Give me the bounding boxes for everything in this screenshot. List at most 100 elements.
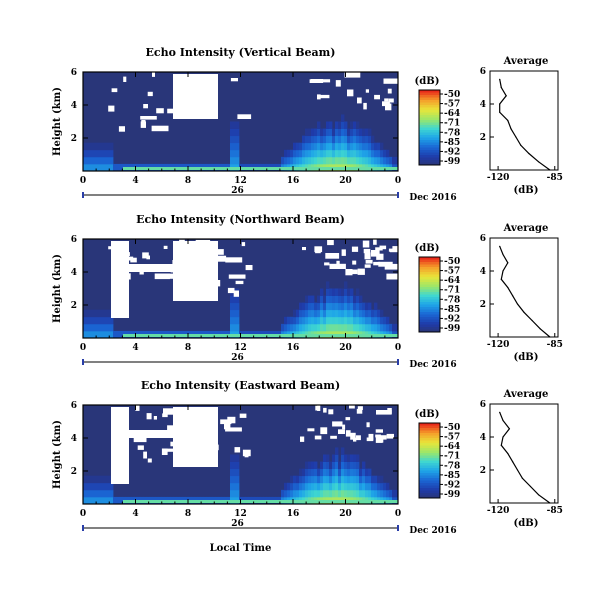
missing-data-patch bbox=[111, 88, 118, 93]
profile-x-tick-label: -120 bbox=[487, 506, 510, 516]
profile-title: Average bbox=[503, 223, 549, 234]
colorbar-segment bbox=[419, 152, 440, 156]
missing-data-patch bbox=[362, 240, 370, 248]
heatmap-cell bbox=[95, 149, 99, 158]
heatmap-cell bbox=[356, 135, 360, 144]
heatmap-cell bbox=[338, 135, 342, 144]
heatmap-cell bbox=[341, 468, 345, 477]
missing-data-patch bbox=[123, 76, 127, 82]
heatmap-cell bbox=[104, 482, 108, 491]
colorbar-segment bbox=[419, 297, 440, 300]
missing-data-patch bbox=[366, 422, 370, 428]
heatmap-cell bbox=[356, 295, 360, 304]
heatmap-cell bbox=[323, 475, 327, 484]
heatmap-cell bbox=[371, 475, 375, 484]
missing-data-patch bbox=[386, 433, 394, 439]
missing-data-patch bbox=[225, 257, 243, 263]
colorbar-segment bbox=[419, 430, 440, 434]
heatmap-cell bbox=[341, 149, 345, 158]
colorbar-segment bbox=[419, 312, 440, 315]
heatmap-cell bbox=[101, 142, 105, 151]
heatmap-cell bbox=[107, 163, 111, 172]
missing-data-patch bbox=[137, 445, 144, 450]
missing-data-patch bbox=[349, 405, 355, 409]
missing-data-patch bbox=[345, 417, 351, 421]
heatmap-cell bbox=[293, 316, 297, 325]
heatmap-cell bbox=[368, 135, 372, 144]
heatmap-cell bbox=[344, 316, 348, 325]
heatmap-cell bbox=[236, 489, 240, 498]
heatmap-cell bbox=[293, 149, 297, 158]
heatmap-cell bbox=[284, 489, 288, 498]
missing-data-patch bbox=[383, 78, 401, 84]
heatmap-cell bbox=[284, 316, 288, 325]
heatmap-cell bbox=[95, 482, 99, 491]
profile-line bbox=[499, 79, 551, 171]
heatmap-cell bbox=[344, 135, 348, 144]
heatmap-cell bbox=[101, 489, 105, 498]
heatmap-cell bbox=[338, 128, 342, 137]
colorbar-segment bbox=[419, 314, 440, 318]
heatmap-cell bbox=[356, 482, 360, 491]
heatmap-cell bbox=[389, 489, 393, 498]
heatmap-cell bbox=[335, 316, 339, 325]
profile-x-tick-label: -85 bbox=[547, 506, 563, 516]
colorbar-segment bbox=[419, 443, 440, 446]
heatmap-cell bbox=[233, 128, 237, 137]
heatmap-cell bbox=[350, 295, 354, 304]
heatmap-cell bbox=[338, 489, 342, 498]
heatmap-cell bbox=[368, 316, 372, 325]
heatmap-cell bbox=[107, 496, 111, 505]
heatmap-cell bbox=[305, 295, 309, 304]
heatmap-cell bbox=[86, 323, 90, 332]
heatmap-cell bbox=[98, 496, 102, 505]
colorbar-tick-label: -57 bbox=[444, 433, 460, 443]
heatmap-cell bbox=[377, 482, 381, 491]
heatmap-cell bbox=[362, 128, 366, 137]
heatmap-cell bbox=[335, 468, 339, 477]
missing-data-patch bbox=[143, 451, 147, 459]
heatmap-cell bbox=[338, 142, 342, 151]
y-axis-label: Height (km) bbox=[52, 87, 63, 156]
heatmap-cell bbox=[86, 149, 90, 158]
colorbar-segment bbox=[419, 475, 440, 479]
heatmap-cell bbox=[356, 288, 360, 296]
heatmap-cell bbox=[347, 288, 351, 296]
heatmap-cell bbox=[119, 496, 123, 505]
colorbar-segment bbox=[419, 440, 440, 444]
heatmap-cell bbox=[326, 309, 330, 318]
colorbar-segment bbox=[419, 458, 440, 461]
heatmap-cell bbox=[230, 302, 234, 311]
heatmap-cell bbox=[383, 323, 387, 332]
heatmap-cell bbox=[362, 156, 366, 165]
colorbar-segment bbox=[419, 470, 440, 474]
heatmap-cell bbox=[83, 482, 87, 491]
heatmap-cell bbox=[290, 475, 294, 484]
heatmap-cell bbox=[353, 121, 357, 129]
colorbar-segment bbox=[419, 329, 440, 333]
heatmap-cell bbox=[293, 156, 297, 165]
heatmap-cell bbox=[371, 489, 375, 498]
colorbar-segment bbox=[419, 465, 440, 469]
heatmap-cell bbox=[299, 156, 303, 165]
heatmap-cell bbox=[368, 156, 372, 165]
heatmap-cell bbox=[344, 482, 348, 491]
heatmap-cell bbox=[293, 482, 297, 491]
missing-data-patch bbox=[373, 239, 377, 245]
heatmap-cell bbox=[335, 156, 339, 165]
heatmap-cell bbox=[308, 156, 312, 165]
heatmap-cell bbox=[233, 149, 237, 158]
heatmap-cell bbox=[374, 316, 378, 325]
colorbar-segment bbox=[419, 294, 440, 298]
colorbar-tick-label: -64 bbox=[444, 109, 460, 119]
heatmap-cell bbox=[359, 156, 363, 165]
heatmap-cell bbox=[368, 468, 372, 477]
heatmap-cell bbox=[314, 128, 318, 137]
heatmap-cell bbox=[356, 302, 360, 311]
missing-data-patch bbox=[153, 416, 157, 420]
heatmap-cell bbox=[365, 142, 369, 151]
heatmap-cell bbox=[341, 135, 345, 144]
heatmap-cell bbox=[383, 156, 387, 165]
heatmap-cell bbox=[230, 454, 234, 462]
heatmap-cell bbox=[92, 309, 96, 318]
